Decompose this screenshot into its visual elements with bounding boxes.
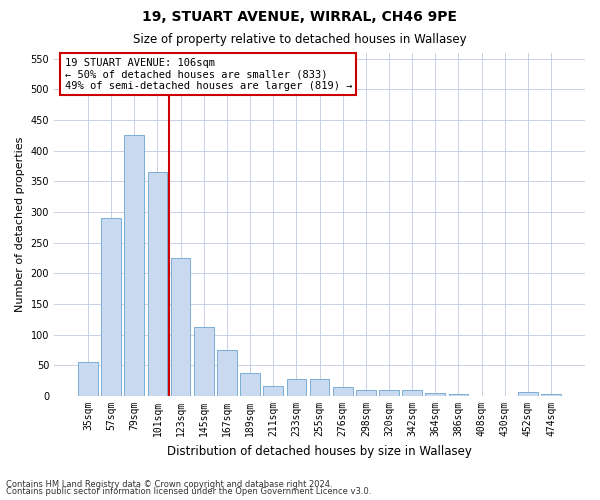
Bar (78, 362, 98, 396)
Text: Contains HM Land Registry data © Crown copyright and database right 2024.: Contains HM Land Registry data © Crown c… (6, 480, 332, 489)
Bar (518, 392, 538, 396)
Text: 19, STUART AVENUE, WIRRAL, CH46 9PE: 19, STUART AVENUE, WIRRAL, CH46 9PE (143, 10, 458, 24)
Bar (217, 350, 237, 396)
Bar (148, 172, 167, 396)
Bar (240, 372, 260, 396)
Bar (310, 380, 329, 396)
Text: Size of property relative to detached houses in Wallasey: Size of property relative to detached ho… (133, 32, 467, 46)
X-axis label: Distribution of detached houses by size in Wallasey: Distribution of detached houses by size … (167, 444, 472, 458)
Bar (449, 394, 468, 396)
Bar (171, 258, 190, 396)
Text: 19 STUART AVENUE: 106sqm
← 50% of detached houses are smaller (833)
49% of semi-: 19 STUART AVENUE: 106sqm ← 50% of detach… (65, 58, 352, 91)
Text: Contains public sector information licensed under the Open Government Licence v3: Contains public sector information licen… (6, 487, 371, 496)
Bar (101, 218, 121, 396)
Bar (263, 386, 283, 396)
Y-axis label: Number of detached properties: Number of detached properties (15, 136, 25, 312)
Bar (124, 136, 144, 396)
Bar (287, 380, 306, 396)
Bar (194, 326, 214, 396)
Bar (379, 390, 399, 396)
Bar (333, 388, 353, 396)
Bar (356, 390, 376, 396)
Bar (402, 390, 422, 396)
Bar (425, 393, 445, 396)
Bar (541, 394, 561, 396)
